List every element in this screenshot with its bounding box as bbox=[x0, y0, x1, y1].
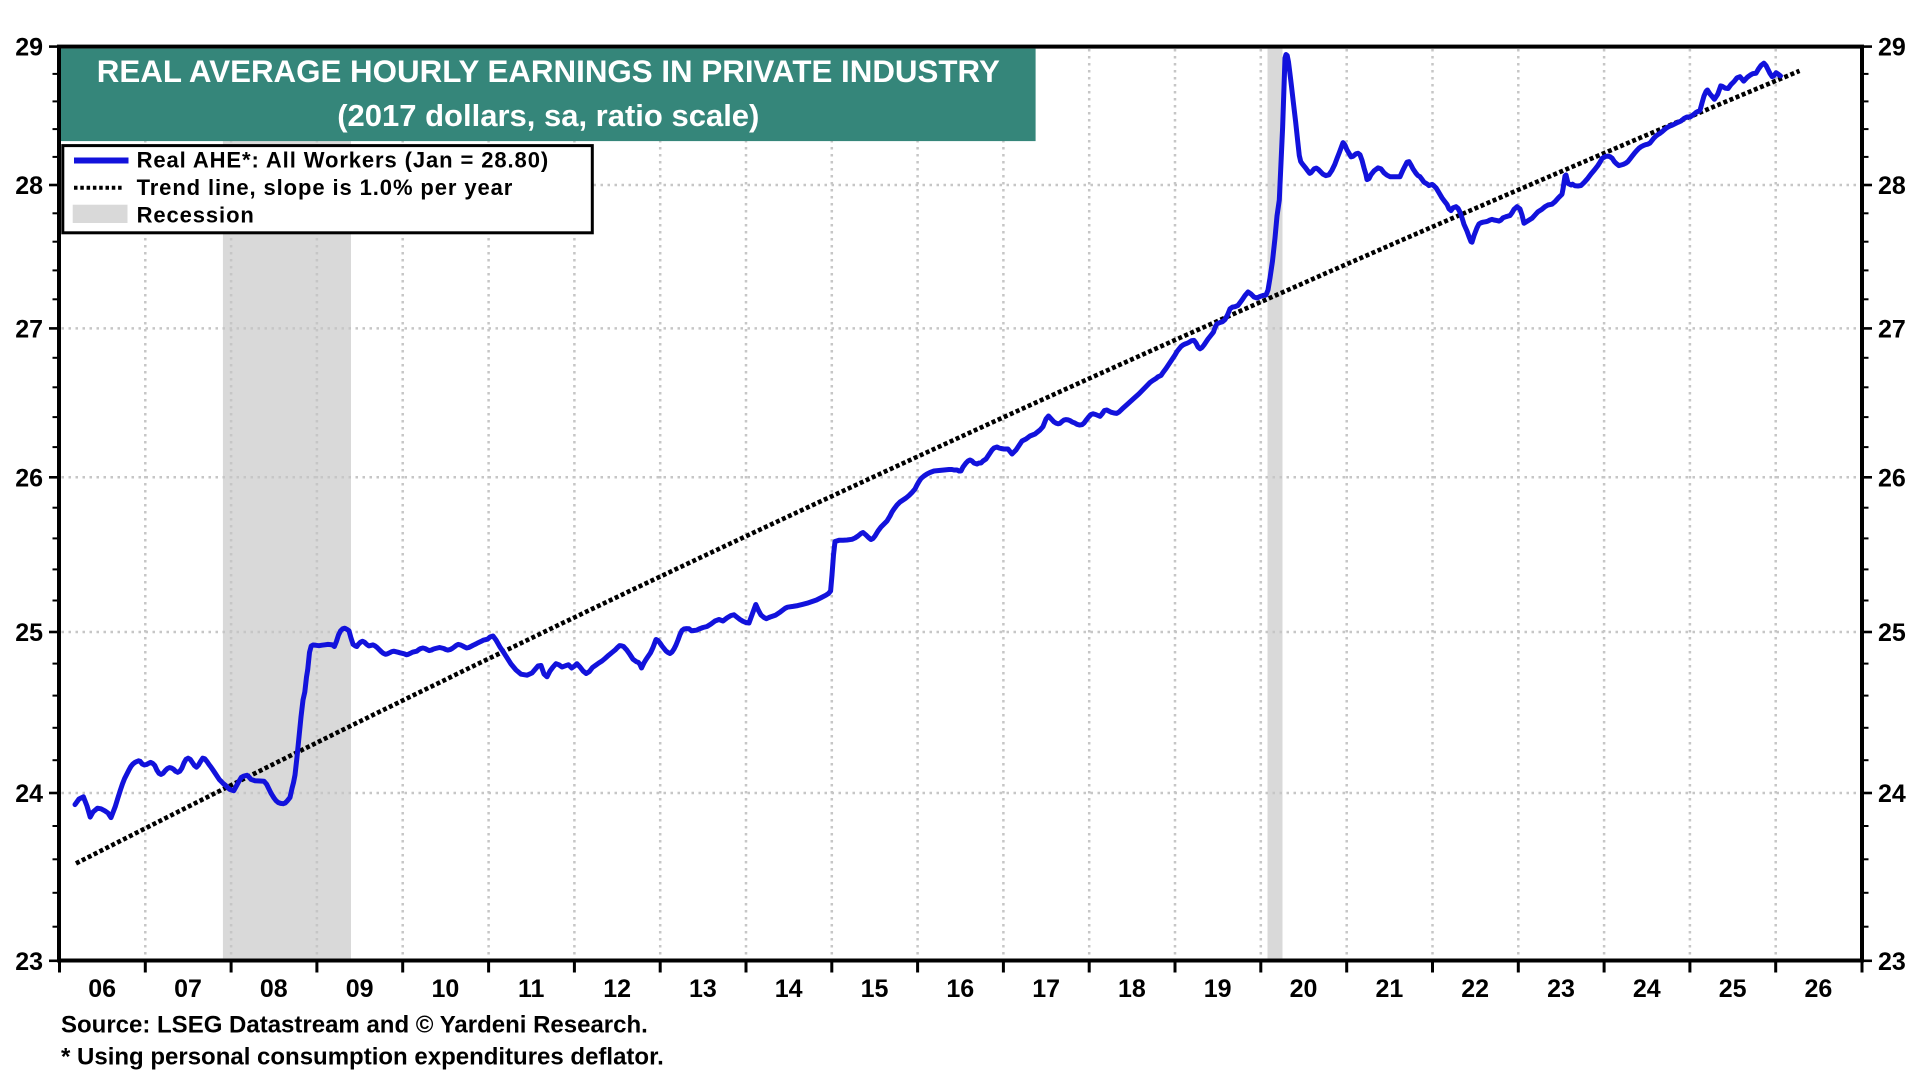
svg-text:09: 09 bbox=[346, 975, 374, 1003]
svg-text:26: 26 bbox=[1878, 464, 1906, 492]
svg-text:23: 23 bbox=[1878, 948, 1906, 976]
svg-text:07: 07 bbox=[174, 975, 202, 1003]
svg-text:24: 24 bbox=[1878, 780, 1906, 808]
svg-text:21: 21 bbox=[1375, 975, 1403, 1003]
svg-text:23: 23 bbox=[1547, 975, 1575, 1003]
svg-text:13: 13 bbox=[689, 975, 717, 1003]
svg-text:18: 18 bbox=[1118, 975, 1146, 1003]
svg-text:20: 20 bbox=[1290, 975, 1318, 1003]
svg-text:15: 15 bbox=[861, 975, 889, 1003]
svg-text:26: 26 bbox=[15, 464, 43, 492]
svg-text:* Using personal consumption e: * Using personal consumption expenditure… bbox=[61, 1044, 664, 1071]
svg-text:27: 27 bbox=[1878, 315, 1906, 343]
svg-text:REAL AVERAGE HOURLY EARNINGS I: REAL AVERAGE HOURLY EARNINGS IN PRIVATE … bbox=[97, 54, 1000, 89]
svg-text:25: 25 bbox=[1878, 619, 1906, 647]
svg-text:10: 10 bbox=[431, 975, 459, 1003]
svg-text:Real AHE*: All Workers (Jan =: Real AHE*: All Workers (Jan = 28.80) bbox=[137, 148, 549, 173]
svg-text:11: 11 bbox=[518, 975, 545, 1003]
svg-text:28: 28 bbox=[15, 172, 43, 200]
svg-text:06: 06 bbox=[88, 975, 116, 1003]
svg-text:25: 25 bbox=[1719, 975, 1747, 1003]
svg-text:14: 14 bbox=[775, 975, 803, 1003]
svg-text:(2017 dollars, sa, ratio scale: (2017 dollars, sa, ratio scale) bbox=[337, 98, 759, 133]
svg-text:12: 12 bbox=[603, 975, 631, 1003]
svg-text:17: 17 bbox=[1032, 975, 1060, 1003]
svg-text:24: 24 bbox=[15, 780, 43, 808]
svg-text:27: 27 bbox=[15, 315, 43, 343]
svg-text:16: 16 bbox=[946, 975, 974, 1003]
svg-text:Trend line, slope is 1.0% per: Trend line, slope is 1.0% per year bbox=[137, 175, 514, 200]
svg-text:25: 25 bbox=[15, 619, 43, 647]
svg-text:28: 28 bbox=[1878, 172, 1906, 200]
svg-text:29: 29 bbox=[15, 34, 43, 62]
svg-text:Recession: Recession bbox=[137, 202, 255, 227]
svg-text:23: 23 bbox=[15, 948, 43, 976]
svg-text:08: 08 bbox=[260, 975, 288, 1003]
svg-text:Source: LSEG Datastream and ©: Source: LSEG Datastream and © Yardeni Re… bbox=[61, 1012, 648, 1039]
svg-text:29: 29 bbox=[1878, 34, 1906, 62]
svg-text:24: 24 bbox=[1633, 975, 1661, 1003]
svg-text:26: 26 bbox=[1804, 975, 1832, 1003]
svg-text:19: 19 bbox=[1204, 975, 1232, 1003]
svg-text:22: 22 bbox=[1461, 975, 1489, 1003]
